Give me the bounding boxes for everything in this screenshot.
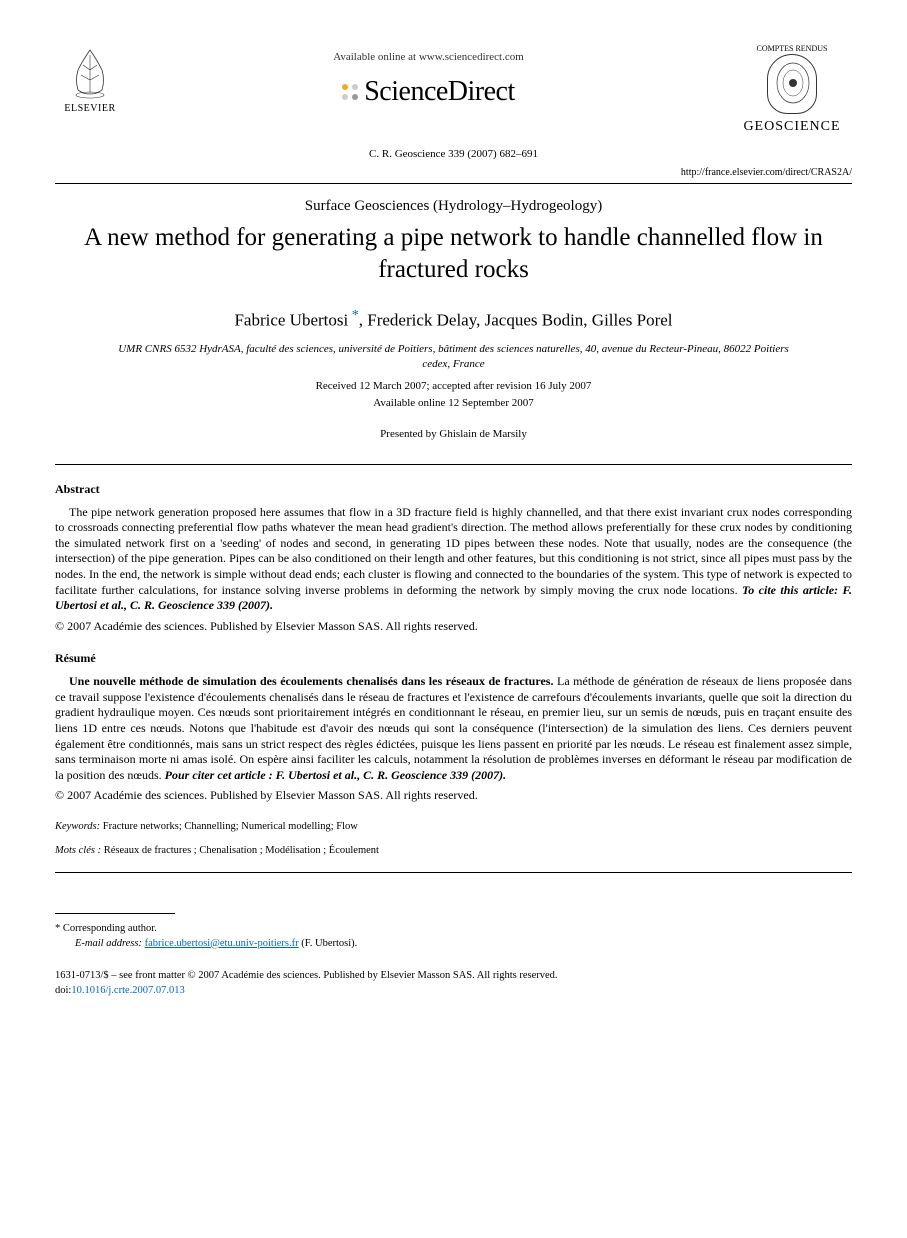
email-link[interactable]: fabrice.ubertosi@etu.univ-poitiers.fr: [145, 938, 299, 949]
email-label: E-mail address:: [75, 938, 142, 949]
resume-text: La méthode de génération de réseaux de l…: [55, 674, 852, 782]
center-header: Available online at www.sciencedirect.co…: [125, 45, 732, 111]
abstract-body: The pipe network generation proposed her…: [55, 505, 852, 614]
corresponding-footnote: * Corresponding author.: [55, 922, 852, 937]
journal-logo: COMPTES RENDUS GEOSCIENCE: [732, 45, 852, 137]
journal-name-large: GEOSCIENCE: [732, 118, 852, 137]
article-title: A new method for generating a pipe netwo…: [55, 222, 852, 285]
citation-line: C. R. Geoscience 339 (2007) 682–691: [55, 147, 852, 162]
keywords-value-fr: Réseaux de fractures ; Chenalisation ; M…: [104, 845, 379, 856]
doi-label: doi:: [55, 985, 71, 996]
email-suffix: (F. Ubertosi).: [301, 938, 357, 949]
issn-line: 1631-0713/$ – see front matter © 2007 Ac…: [55, 969, 852, 984]
resume-heading: Résumé: [55, 650, 852, 666]
doi-line: doi:10.1016/j.crte.2007.07.013: [55, 984, 852, 999]
resume-copyright: © 2007 Académie des sciences. Published …: [55, 787, 852, 803]
section-name: Surface Geosciences (Hydrology–Hydrogeol…: [55, 196, 852, 216]
header-divider: [55, 183, 852, 184]
keywords-value-en: Fracture networks; Channelling; Numerica…: [103, 821, 358, 832]
elsevier-tree-icon: [63, 45, 118, 100]
keywords-en: Keywords: Fracture networks; Channelling…: [55, 820, 852, 834]
abstract-heading: Abstract: [55, 481, 852, 497]
elsevier-name: ELSEVIER: [55, 102, 125, 116]
header-row: ELSEVIER Available online at www.science…: [55, 45, 852, 137]
journal-badge-icon: [767, 54, 817, 114]
presented-by: Presented by Ghislain de Marsily: [55, 427, 852, 442]
affiliation: UMR CNRS 6532 HydrASA, faculté des scien…: [55, 342, 852, 371]
received-date: Received 12 March 2007; accepted after r…: [55, 379, 852, 394]
keywords-divider: [55, 872, 852, 873]
email-footnote: E-mail address: fabrice.ubertosi@etu.uni…: [55, 937, 852, 952]
abstract-copyright: © 2007 Académie des sciences. Published …: [55, 618, 852, 634]
sciencedirect-dots-icon: [342, 84, 358, 100]
journal-name-small: COMPTES RENDUS: [732, 45, 852, 54]
sciencedirect-text: ScienceDirect: [364, 73, 515, 111]
elsevier-logo: ELSEVIER: [55, 45, 125, 116]
footnote-divider: [55, 913, 175, 914]
resume-body: Une nouvelle méthode de simulation des é…: [55, 674, 852, 783]
keywords-fr: Mots clés : Réseaux de fractures ; Chena…: [55, 844, 852, 858]
footer-info: 1631-0713/$ – see front matter © 2007 Ac…: [55, 969, 852, 998]
keywords-label-fr: Mots clés :: [55, 845, 101, 856]
resume-title: Une nouvelle méthode de simulation des é…: [69, 674, 553, 688]
available-date: Available online 12 September 2007: [55, 396, 852, 411]
doi-link[interactable]: 10.1016/j.crte.2007.07.013: [71, 985, 184, 996]
sciencedirect-logo: ScienceDirect: [342, 73, 515, 111]
corresponding-star-icon: *: [348, 308, 359, 323]
journal-url: http://france.elsevier.com/direct/CRAS2A…: [55, 166, 852, 180]
resume-cite: Pour citer cet article : F. Ubertosi et …: [165, 768, 506, 782]
keywords-label-en: Keywords:: [55, 821, 100, 832]
available-online-text: Available online at www.sciencedirect.co…: [125, 50, 732, 65]
authors: Fabrice Ubertosi *, Frederick Delay, Jac…: [55, 307, 852, 333]
abstract-text: The pipe network generation proposed her…: [55, 505, 852, 597]
abstract-divider-top: [55, 464, 852, 465]
